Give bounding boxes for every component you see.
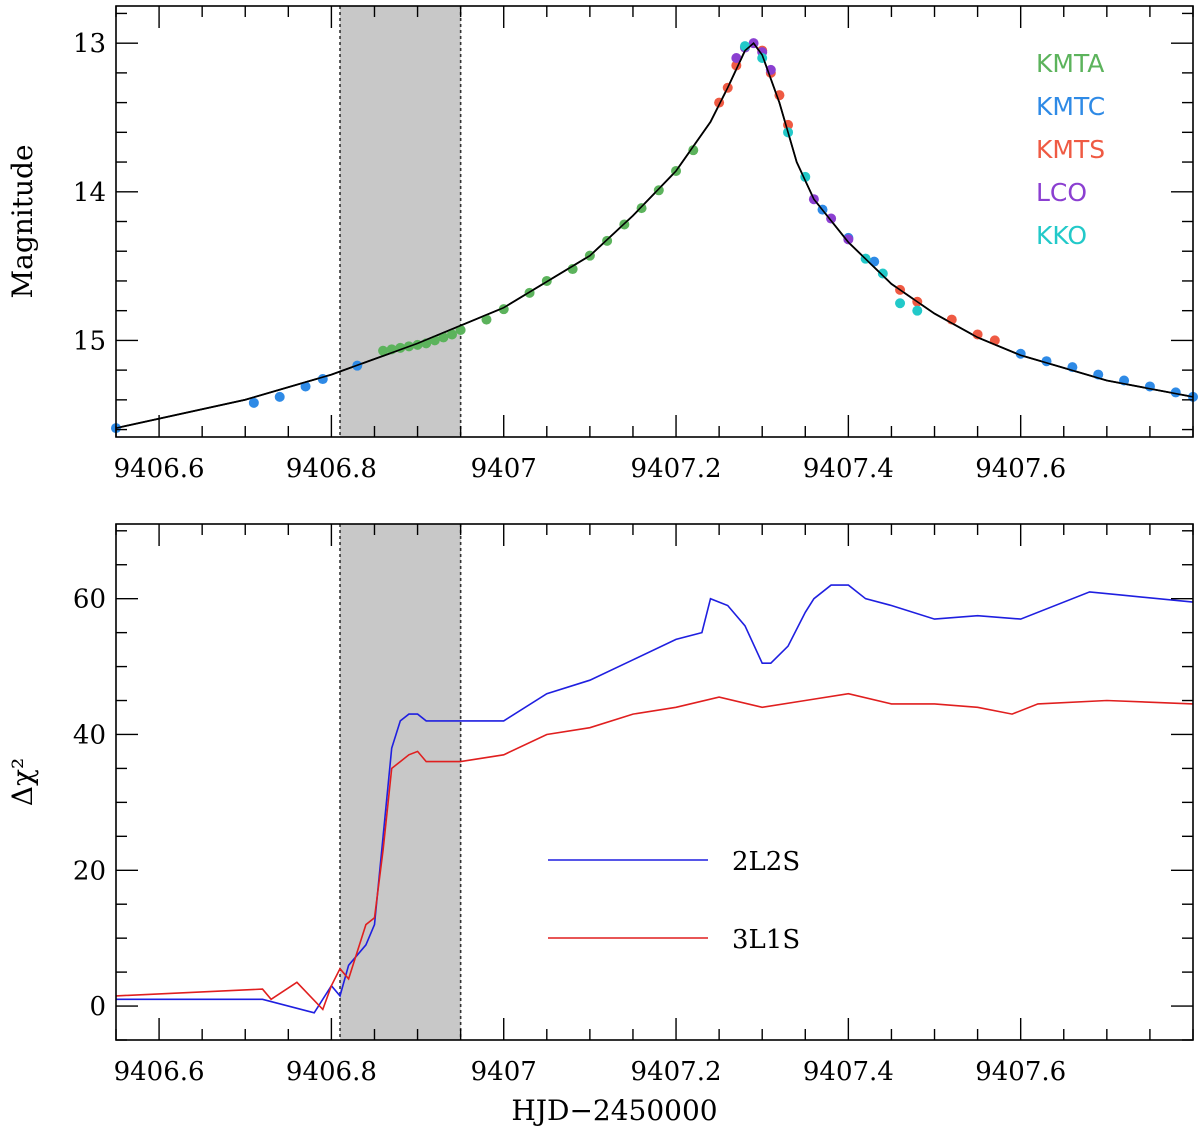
y-tick-label: 60 (73, 585, 106, 615)
data-point-kko (895, 298, 906, 309)
x-tick-label: 9407.6 (975, 1057, 1066, 1087)
data-point-kmtc (869, 256, 880, 267)
y-tick-label: 0 (89, 992, 106, 1022)
y-tick-label: 15 (73, 326, 106, 356)
model-curve (115, 41, 1194, 429)
data-point-kmta (653, 185, 664, 196)
data-point-kmta (378, 345, 389, 356)
data-point-kmtc (1170, 387, 1181, 398)
x-tick-label: 9407 (471, 454, 537, 484)
legend-entry-kmta: KMTA (1036, 49, 1104, 78)
data-point-kmts (972, 329, 983, 340)
y-tick-label: 14 (73, 178, 106, 208)
series-kmtc (111, 204, 1198, 434)
x-tick-label: 9406.8 (286, 1057, 377, 1087)
x-tick-label: 9406.8 (286, 454, 377, 484)
series-kmts (714, 45, 1000, 346)
x-tick-label: 9407.4 (803, 1057, 894, 1087)
data-point-kmta (455, 324, 466, 335)
x-tick-label: 9407.4 (803, 454, 894, 484)
x-axis-label: HJD−2450000 (511, 1094, 717, 1127)
x-tick-label: 9407.2 (631, 454, 722, 484)
plot-frame (115, 523, 1194, 1041)
data-point-kko (912, 305, 923, 316)
data-point-kmta (636, 203, 647, 214)
legend-entry-2l2s: 2L2S (732, 847, 800, 877)
legend-entry-lco: LCO (1036, 178, 1087, 207)
data-point-lco (843, 234, 854, 245)
legend-entry-kko: KKO (1036, 221, 1087, 250)
shaded-region (340, 524, 461, 1040)
shaded-region (340, 6, 461, 437)
data-point-kmta (481, 314, 492, 325)
y-tick-label: 13 (73, 29, 106, 59)
x-tick-label: 9407.2 (631, 1057, 722, 1087)
plot-frame (115, 5, 1194, 438)
x-tick-label: 9407.6 (975, 454, 1066, 484)
data-point-kko (877, 268, 888, 279)
data-point-lco (826, 213, 837, 224)
legend-entry-3l1s: 3L1S (732, 925, 800, 955)
delta-chi2-panel: 2L2S 3L1S 9406.6 9406.8 9407 9407.2 9407.4 9407… (6, 523, 1194, 1127)
data-point-kmta (438, 332, 449, 343)
data-point-kmtc (300, 381, 311, 392)
series-kko (739, 41, 923, 316)
y-tick-label: 40 (73, 720, 106, 750)
x-tick-label: 9407 (471, 1057, 537, 1087)
legend-entry-kmts: KMTS (1036, 135, 1105, 164)
series-lco (731, 38, 854, 245)
model-curve-overlay (115, 42, 1194, 429)
x-tick-label: 9406.6 (114, 1057, 205, 1087)
data-point-kmtc (274, 391, 285, 402)
series-line-2l2s (116, 584, 1194, 1014)
legend-entry-kmtc: KMTC (1036, 92, 1105, 121)
data-point-kmta (447, 329, 458, 340)
data-point-kmta (688, 145, 699, 156)
y-tick-label: 20 (73, 856, 106, 886)
magnitude-panel: KMTA KMTC KMTS LCO KKO 9406.6 9406.8 9407 9407.2… (6, 5, 1198, 484)
data-point-lco (731, 53, 742, 64)
data-point-kmtc (248, 397, 259, 408)
y-axis-label: Magnitude (6, 144, 39, 298)
y-axis-label: Δχ² (6, 758, 39, 806)
data-point-kmta (567, 264, 578, 275)
series-line-3l1s (115, 692, 1194, 1011)
x-tick-label: 9406.6 (114, 454, 205, 484)
